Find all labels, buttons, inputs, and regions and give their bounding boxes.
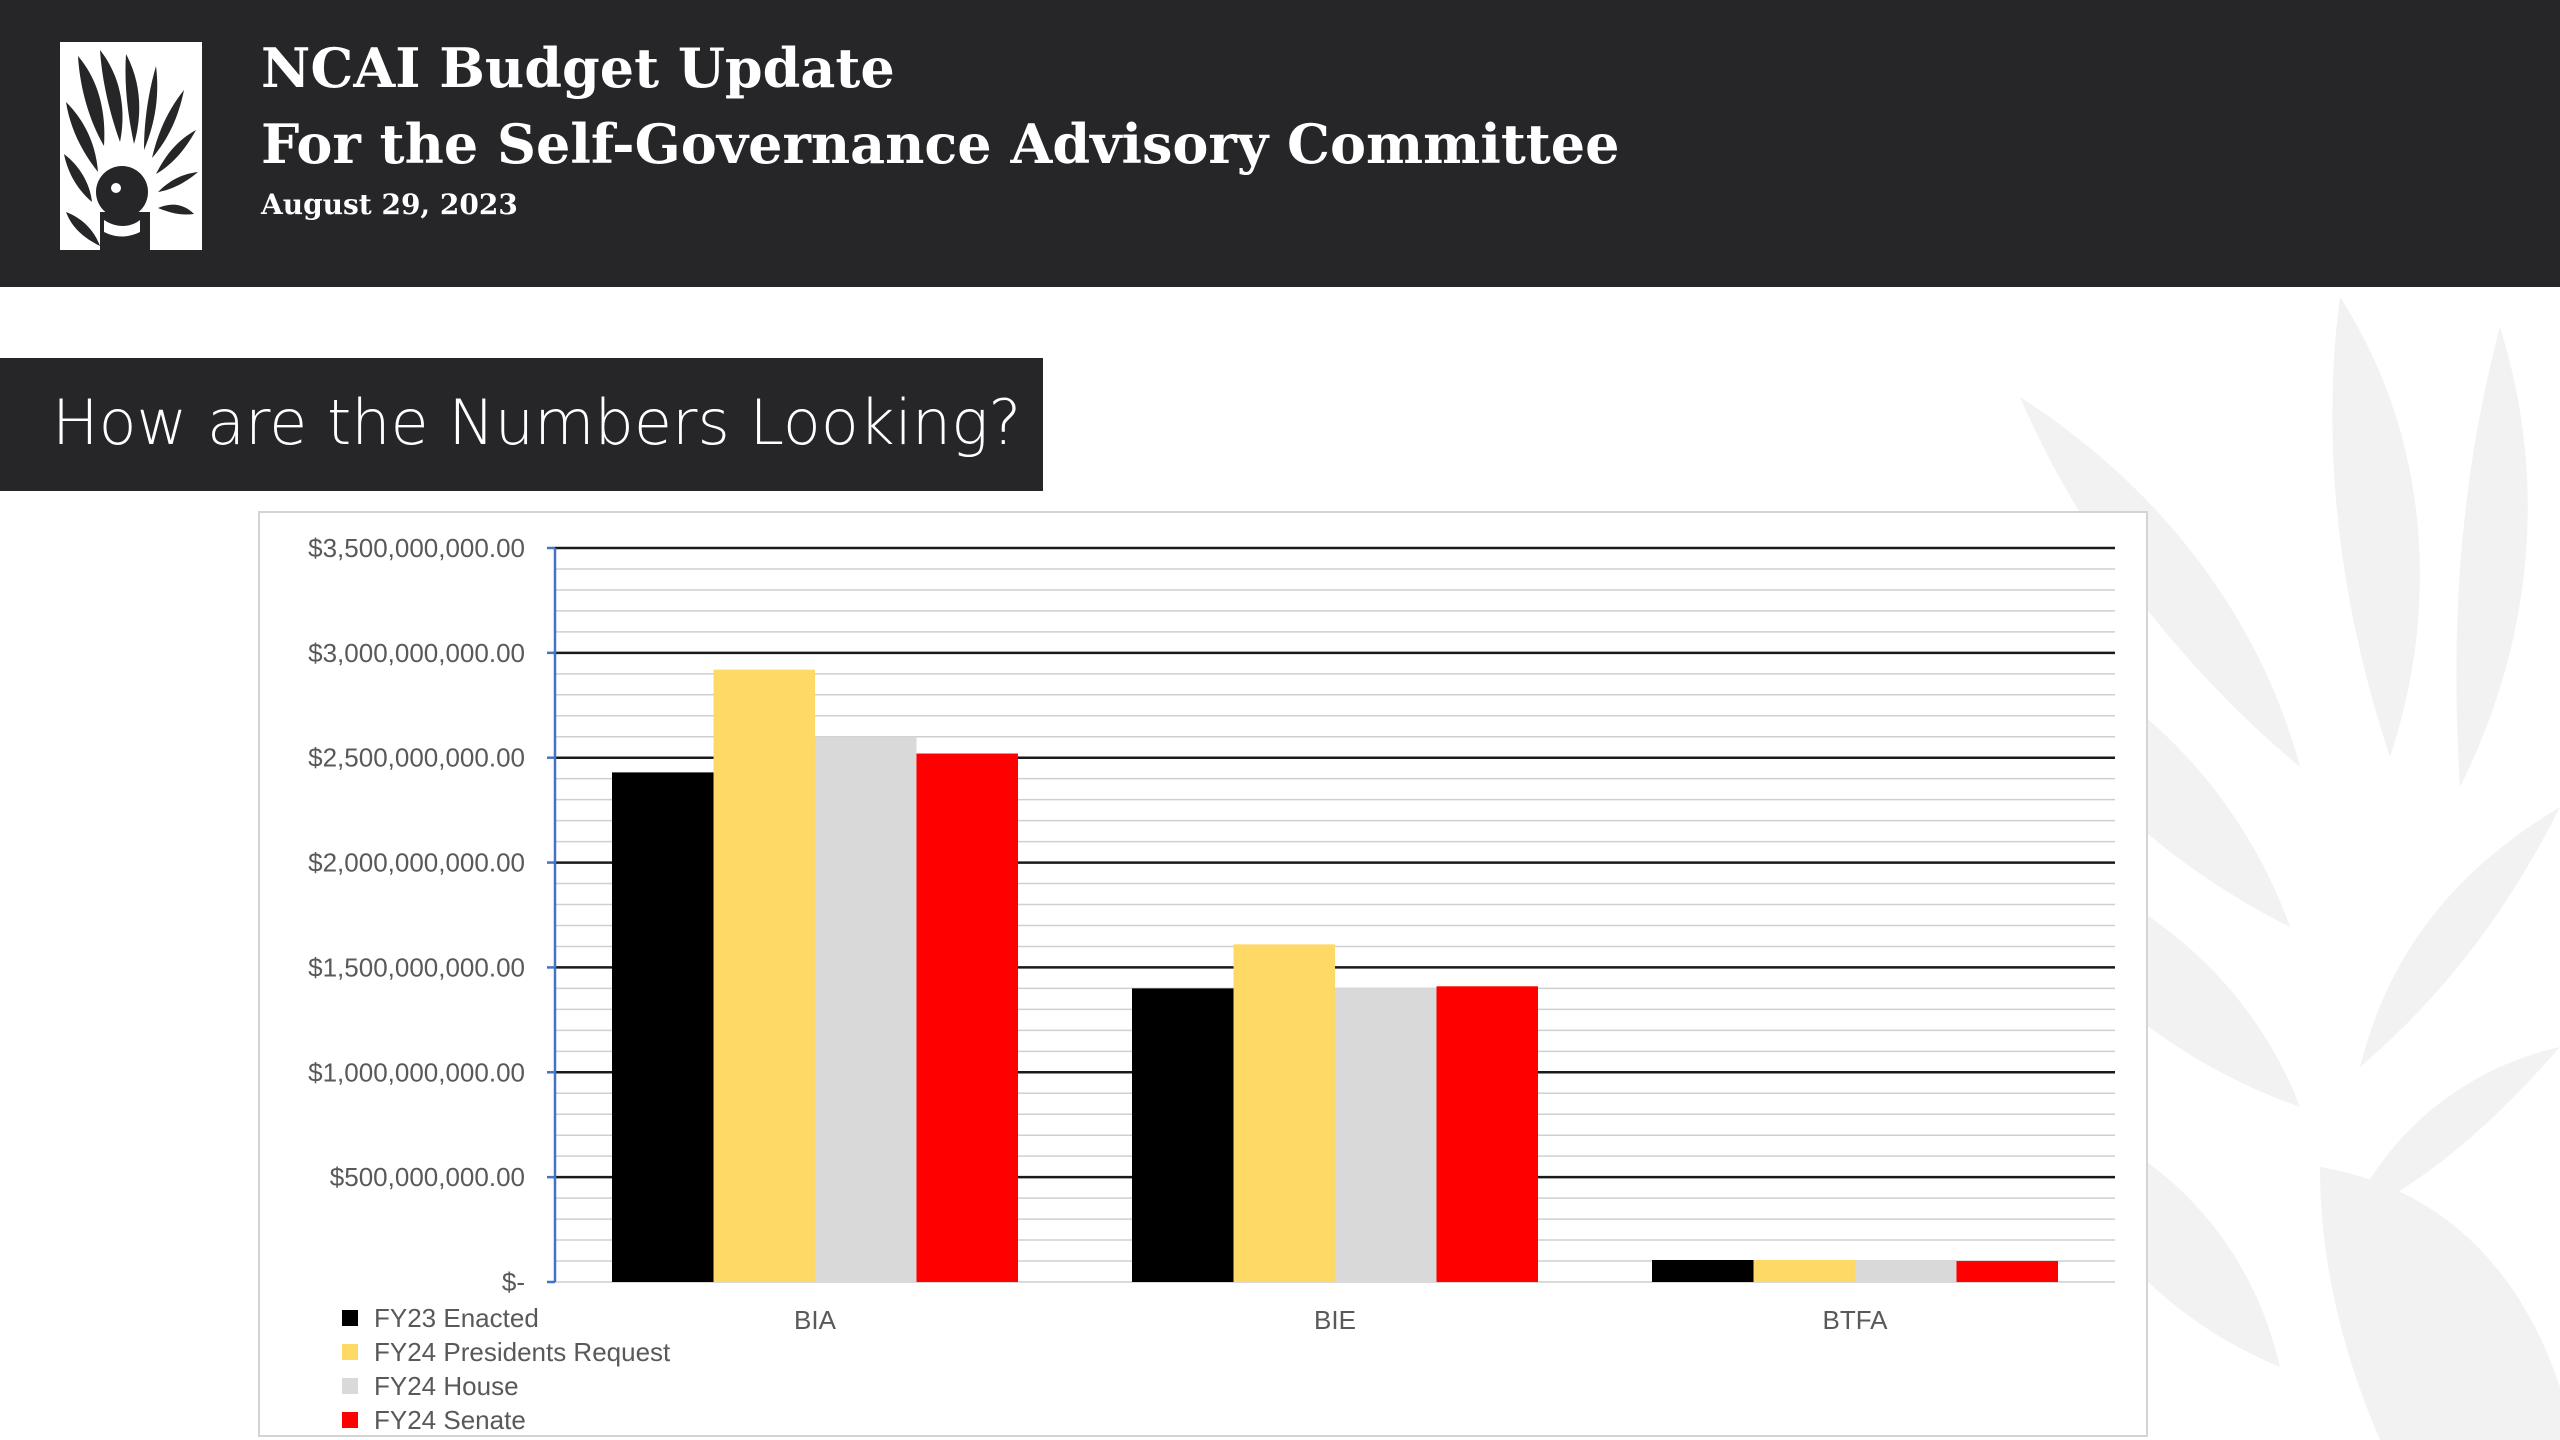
y-tick-label: $2,500,000,000.00 bbox=[308, 743, 525, 773]
bar-bia-1 bbox=[612, 772, 714, 1282]
x-category-label: BTFA bbox=[1822, 1305, 1888, 1335]
bar-bie-1 bbox=[1132, 988, 1234, 1282]
chart-canvas: $- $500,000,000.00 $1,000,000,000.00 $1,500… bbox=[308, 533, 2115, 1435]
slide-header: NCAI Budget Update For the Self-Governan… bbox=[0, 0, 2560, 287]
y-tick-label: $3,000,000,000.00 bbox=[308, 638, 525, 668]
section-title: How are the Numbers Looking? bbox=[52, 386, 1022, 459]
header-title: NCAI Budget Update bbox=[261, 36, 895, 100]
chart-legend: FY23 Enacted FY24 Presidents Request FY24 … bbox=[342, 1303, 671, 1435]
section-title-band: How are the Numbers Looking? bbox=[0, 358, 1043, 491]
bar-btfa-4 bbox=[1956, 1261, 2058, 1282]
y-tick-labels: $- $500,000,000.00 $1,000,000,000.00 $1,500… bbox=[308, 533, 525, 1297]
y-tick-label: $3,500,000,000.00 bbox=[308, 533, 525, 563]
legend-label: FY23 Enacted bbox=[374, 1303, 539, 1333]
bar-bia-4 bbox=[916, 753, 1018, 1282]
x-category-label: BIA bbox=[794, 1305, 837, 1335]
x-category-labels: BIA BIE BTFA bbox=[794, 1305, 1888, 1335]
legend-swatch bbox=[342, 1412, 358, 1428]
legend-label: FY24 Presidents Request bbox=[374, 1337, 671, 1367]
bar-marks bbox=[612, 669, 2058, 1282]
legend-label: FY24 Senate bbox=[374, 1405, 526, 1435]
y-tick-label: $2,000,000,000.00 bbox=[308, 848, 525, 878]
bar-bie-3 bbox=[1335, 988, 1437, 1282]
y-tick-label: $1,000,000,000.00 bbox=[308, 1057, 525, 1087]
legend-label: FY24 House bbox=[374, 1371, 519, 1401]
ncai-logo bbox=[60, 42, 202, 250]
bar-btfa-3 bbox=[1855, 1261, 1957, 1282]
bar-bie-4 bbox=[1436, 986, 1538, 1282]
legend-swatch bbox=[342, 1378, 358, 1394]
header-subtitle: For the Self-Governance Advisory Committ… bbox=[261, 112, 1620, 176]
legend-swatch bbox=[342, 1344, 358, 1360]
y-tick-label: $1,500,000,000.00 bbox=[308, 952, 525, 982]
header-date: August 29, 2023 bbox=[261, 188, 518, 221]
bar-btfa-2 bbox=[1753, 1259, 1855, 1282]
y-tick-label: $- bbox=[502, 1267, 525, 1297]
bar-bia-2 bbox=[713, 669, 815, 1282]
bar-bia-3 bbox=[815, 736, 917, 1282]
legend-swatch bbox=[342, 1310, 358, 1326]
ncai-headdress-logo-icon bbox=[60, 42, 202, 250]
y-tick-label: $500,000,000.00 bbox=[330, 1162, 525, 1192]
bar-bie-2 bbox=[1233, 944, 1335, 1282]
x-category-label: BIE bbox=[1314, 1305, 1356, 1335]
budget-bar-chart: $- $500,000,000.00 $1,000,000,000.00 $1,500… bbox=[258, 511, 2148, 1437]
y-axis bbox=[547, 546, 557, 1284]
bar-btfa-1 bbox=[1652, 1259, 1754, 1282]
